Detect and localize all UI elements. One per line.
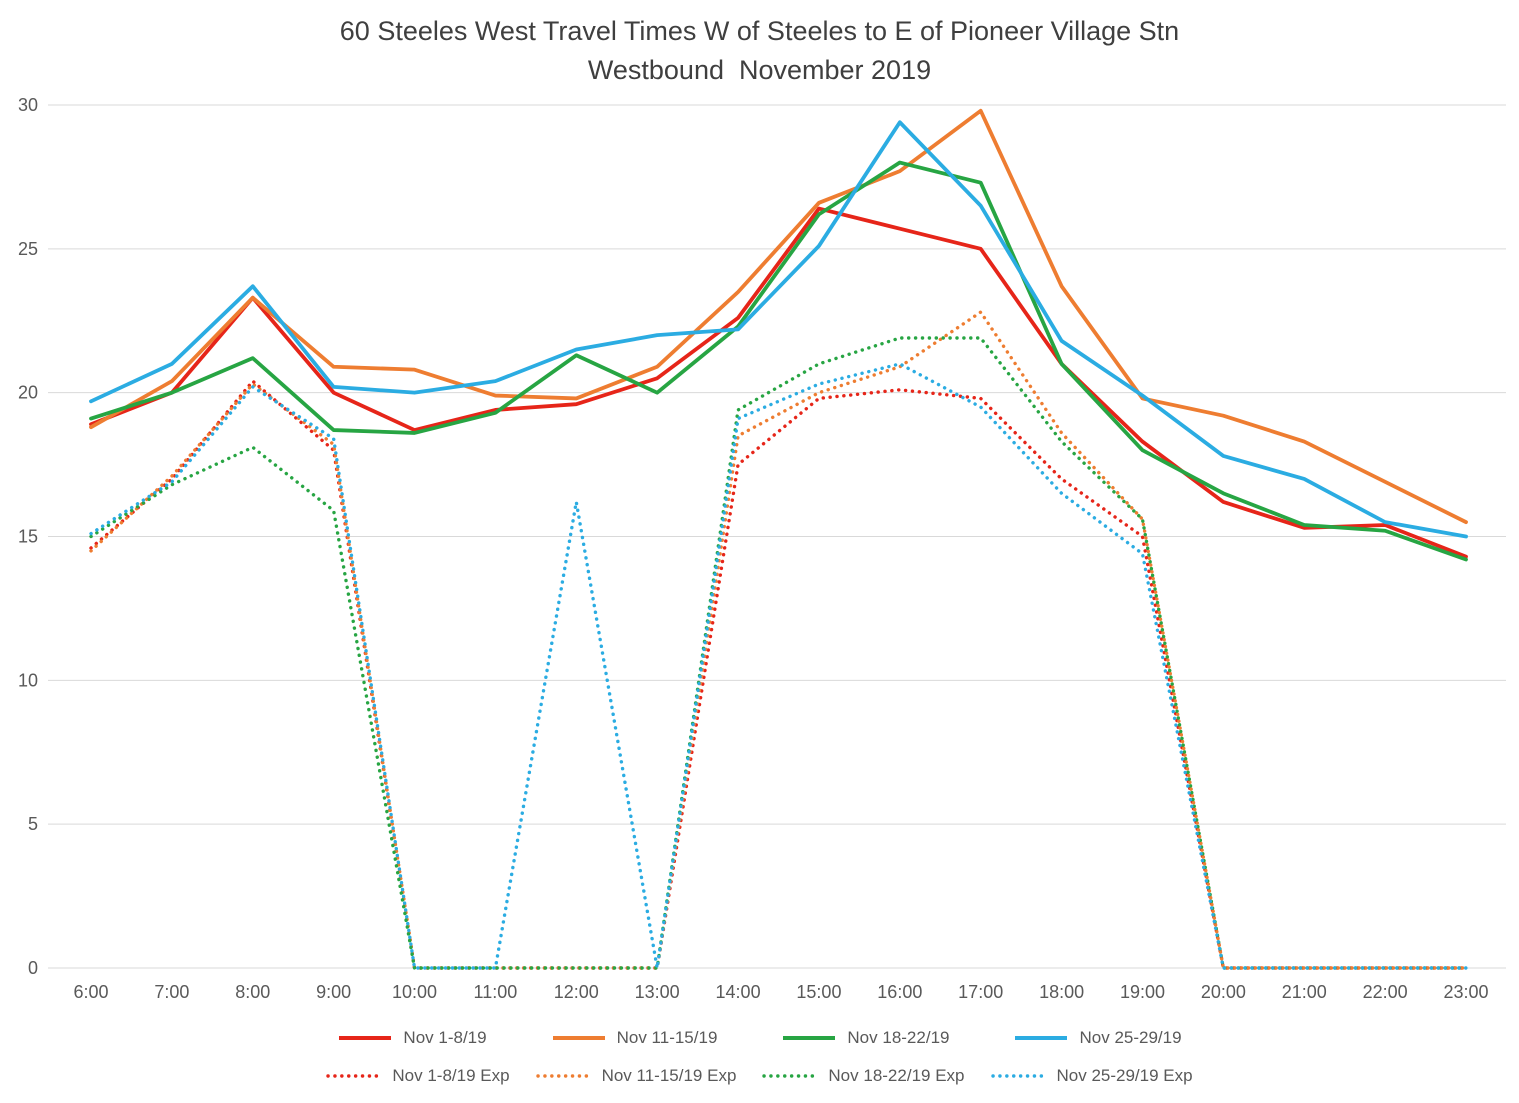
chart-title-line2: Westbound November 2019 xyxy=(587,55,932,85)
y-axis-tick-label-30: 30 xyxy=(18,95,38,115)
legend-item-nov-1-8-19: Nov 1-8/19 xyxy=(337,1028,487,1048)
x-axis-tick-label-10-00: 10:00 xyxy=(392,982,437,1002)
x-axis-tick-label-16-00: 16:00 xyxy=(877,982,922,1002)
y-axis-tick-label-15: 15 xyxy=(18,527,38,547)
x-axis-tick-label-12-00: 12:00 xyxy=(554,982,599,1002)
legend-label-nov-1-8-19-exp: Nov 1-8/19 Exp xyxy=(392,1066,510,1085)
series-line-nov-11-15-19-exp xyxy=(89,310,1468,970)
y-axis-tick-label-10: 10 xyxy=(18,670,38,690)
x-axis-tick-label-15-00: 15:00 xyxy=(796,982,841,1002)
x-axis-tick-label-9-00: 9:00 xyxy=(316,982,351,1002)
legend-item-nov-11-15-19: Nov 11-15/19 xyxy=(551,1028,718,1048)
legend-label-nov-25-29-19: Nov 25-29/19 xyxy=(1079,1028,1182,1047)
x-axis-tick-label-14-00: 14:00 xyxy=(716,982,761,1002)
x-axis-tick-label-23-00: 23:00 xyxy=(1443,982,1488,1002)
series-line-nov-18-22-19-exp xyxy=(89,336,1468,970)
legend-line-sample-solid xyxy=(339,1036,392,1040)
legend-line-sample-solid xyxy=(552,1036,605,1040)
legend-line-sample-dotted xyxy=(535,1074,592,1078)
y-axis-tick-label-5: 5 xyxy=(28,814,38,834)
legend-label-nov-11-15-19: Nov 11-15/19 xyxy=(616,1028,718,1047)
y-axis-tick-label-0: 0 xyxy=(28,958,38,978)
chart-title-line1: 60 Steeles West Travel Times W of Steele… xyxy=(339,16,1180,46)
x-axis-tick-label-21-00: 21:00 xyxy=(1282,982,1327,1002)
x-axis-tick-label-11-00: 11:00 xyxy=(474,982,518,1002)
series-line-nov-11-15-19 xyxy=(89,108,1468,525)
legend-label-nov-1-8-19: Nov 1-8/19 xyxy=(403,1028,487,1047)
legend-row-dotted: Nov 1-8/19 Exp Nov 11-15/19 Exp Nov 18-22/… xyxy=(0,1066,1519,1086)
legend-item-nov-18-22-19: Nov 18-22/19 xyxy=(781,1028,949,1048)
y-axis-tick-label-25: 25 xyxy=(18,239,38,259)
legend-item-nov-1-8-19-exp: Nov 1-8/19 Exp xyxy=(326,1066,510,1086)
x-axis-tick-label-18-00: 18:00 xyxy=(1039,982,1084,1002)
x-axis-tick-label-22-00: 22:00 xyxy=(1363,982,1408,1002)
legend-item-nov-25-29-19: Nov 25-29/19 xyxy=(1013,1028,1182,1048)
series-line-nov-18-22-19 xyxy=(89,160,1468,562)
series-line-nov-25-29-19 xyxy=(89,120,1468,539)
legend-label-nov-18-22-19: Nov 18-22/19 xyxy=(847,1028,950,1047)
chart-title: 60 Steeles West Travel Times W of Steele… xyxy=(0,12,1519,90)
x-axis-tick-label-20-00: 20:00 xyxy=(1201,982,1246,1002)
legend-item-nov-25-29-19-exp: Nov 25-29/19 Exp xyxy=(990,1066,1193,1086)
x-axis-tick-label-8-00: 8:00 xyxy=(235,982,270,1002)
legend-label-nov-18-22-19-exp: Nov 18-22/19 Exp xyxy=(828,1066,965,1085)
legend-line-sample-dotted xyxy=(326,1074,383,1078)
legend-label-nov-11-15-19-exp: Nov 11-15/19 Exp xyxy=(601,1066,737,1085)
legend-line-sample-dotted xyxy=(762,1074,819,1078)
legend-line-sample-solid xyxy=(1015,1036,1068,1040)
legend-line-sample-solid xyxy=(783,1036,836,1040)
x-axis-tick-label-17-00: 17:00 xyxy=(958,982,1003,1002)
legend-line-sample-dotted xyxy=(990,1074,1047,1078)
legend-item-nov-18-22-19-exp: Nov 18-22/19 Exp xyxy=(762,1066,965,1086)
x-axis-tick-label-6-00: 6:00 xyxy=(73,982,108,1002)
legend-row-solid: Nov 1-8/19 Nov 11-15/19 Nov 18-22/19 Nov 25… xyxy=(0,1028,1519,1048)
x-axis-tick-label-7-00: 7:00 xyxy=(154,982,189,1002)
series-line-nov-1-8-19 xyxy=(89,206,1468,559)
travel-time-line-chart: 0 5 10 15 20 25 30 6:00 7:00 8:00 9:00 10:00 11:00 12… xyxy=(18,95,1506,1002)
y-axis-tick-label-20: 20 xyxy=(18,383,38,403)
series-line-nov-1-8-19-exp xyxy=(89,379,1468,970)
legend-item-nov-11-15-19-exp: Nov 11-15/19 Exp xyxy=(535,1066,737,1086)
x-axis-tick-label-19-00: 19:00 xyxy=(1120,982,1165,1002)
legend-label-nov-25-29-19-exp: Nov 25-29/19 Exp xyxy=(1056,1066,1193,1085)
series-line-nov-25-29-19-exp xyxy=(89,362,1468,970)
x-axis-tick-label-13-00: 13:00 xyxy=(635,982,680,1002)
